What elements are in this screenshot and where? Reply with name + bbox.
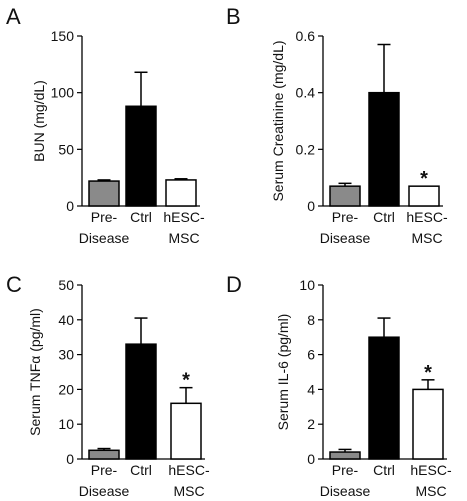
panel-c: C 0 10 20 30 40 50 Serum TNFα (pg/ml) * Pre- Disea…: [6, 272, 210, 499]
y-tick-label: 20: [58, 381, 74, 397]
y-tick-label: 150: [51, 28, 75, 44]
bar-3: [170, 402, 202, 460]
category-label: Disease: [79, 483, 130, 499]
y-axis-label: BUN (mg/dL): [31, 80, 47, 162]
significance-marker: *: [424, 362, 432, 384]
bar-3: [412, 388, 444, 460]
panel-d: D 0 2 4 6 8 10 Serum IL-6 (pg/ml) * Pre- DiseaseCt…: [226, 272, 452, 499]
bar-3: [165, 179, 197, 207]
y-tick-label: 10: [299, 277, 315, 293]
category-label: Pre-: [91, 462, 118, 478]
y-tick-label: 50: [58, 141, 74, 157]
category-label: MSC: [168, 230, 199, 246]
category-label: MSC: [415, 483, 446, 499]
y-axis-label: Serum IL-6 (pg/ml): [275, 314, 291, 431]
category-label: Disease: [320, 483, 371, 499]
y-tick-label: 100: [51, 85, 75, 101]
y-tick-label: 8: [307, 312, 315, 328]
y-tick-label: 6: [307, 347, 315, 363]
category-label: Ctrl: [373, 462, 395, 478]
category-label: Pre-: [91, 209, 118, 225]
category-label: Ctrl: [373, 209, 395, 225]
significance-marker: *: [420, 168, 428, 190]
bar-1: [88, 180, 120, 207]
panel-b: B 0 0.2 0.4 0.6 Serum Creatinine (mg/dL) * Pre-…: [226, 4, 448, 246]
panel-letter: C: [6, 272, 22, 297]
y-tick-label: 2: [307, 416, 315, 432]
bar-2: [368, 91, 400, 207]
category-label: Pre-: [332, 209, 359, 225]
y-tick-label: 0.2: [296, 141, 316, 157]
y-tick-label: 30: [58, 347, 74, 363]
y-axis-label: Serum TNFα (pg/ml): [27, 308, 43, 436]
category-label: Pre-: [332, 462, 359, 478]
panel-letter: B: [226, 4, 241, 29]
category-label: hESC-: [163, 209, 205, 225]
panel-letter: D: [226, 272, 242, 297]
y-tick-label: 0.6: [296, 28, 316, 44]
category-label: MSC: [173, 483, 204, 499]
category-label: MSC: [411, 230, 442, 246]
category-label: Ctrl: [130, 209, 152, 225]
y-tick-label: 0: [66, 198, 74, 214]
bar-1: [329, 185, 361, 207]
y-tick-label: 0: [66, 451, 74, 467]
y-tick-label: 50: [58, 277, 74, 293]
category-label: hESC-: [410, 462, 452, 478]
bar-2: [125, 343, 157, 460]
y-tick-label: 0: [307, 451, 315, 467]
category-label: Ctrl: [130, 462, 152, 478]
y-tick-label: 10: [58, 416, 74, 432]
panel-letter: A: [6, 4, 21, 29]
bar-1: [329, 451, 361, 460]
category-label: hESC-: [168, 462, 210, 478]
y-tick-label: 40: [58, 312, 74, 328]
bar-3: [408, 185, 440, 207]
category-label: hESC-: [406, 209, 448, 225]
category-label: Disease: [79, 230, 130, 246]
y-tick-label: 0: [307, 198, 315, 214]
category-label: Disease: [320, 230, 371, 246]
bar-2: [368, 336, 400, 460]
y-tick-label: 4: [307, 381, 315, 397]
y-tick-label: 0.4: [296, 85, 316, 101]
bar-1: [88, 449, 120, 460]
bar-2: [125, 105, 157, 207]
y-axis-label: Serum Creatinine (mg/dL): [270, 40, 286, 201]
significance-marker: *: [182, 370, 190, 392]
